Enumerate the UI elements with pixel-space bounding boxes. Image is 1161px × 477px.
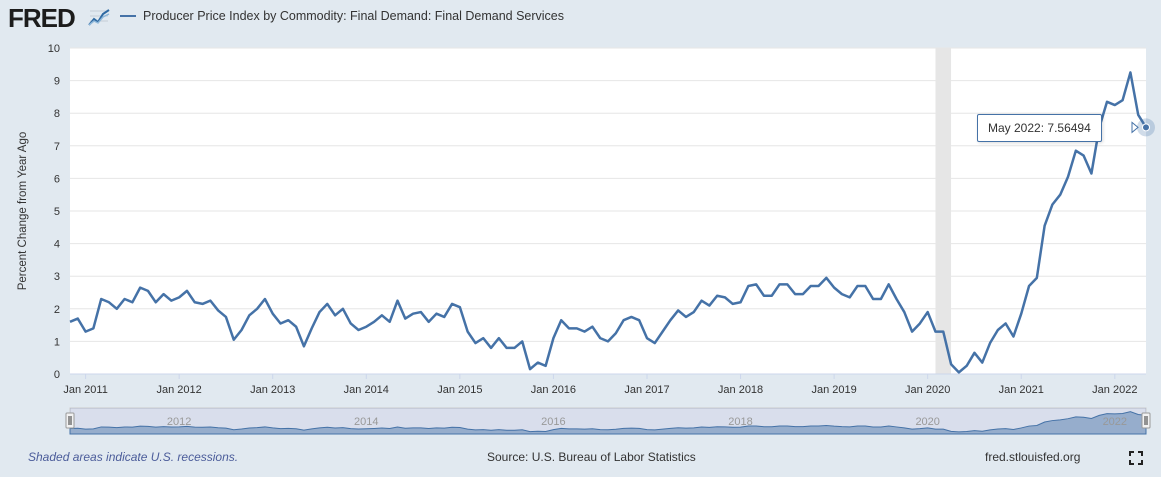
y-tick-label: 8	[54, 108, 60, 120]
chart-area[interactable]: 0 1 2 3 4 5 6 7 8 9 10 Percent Change from Year Ago…	[0, 36, 1161, 441]
y-tick-label: 2	[54, 304, 60, 316]
tooltip-date: May 2022:	[988, 121, 1045, 135]
y-tick-label: 10	[48, 43, 60, 55]
y-tick-label: 7	[54, 141, 60, 153]
x-tick-label: Jan 2013	[250, 384, 295, 396]
fred-logo-graph-icon	[88, 7, 110, 27]
line-chart[interactable]: 0 1 2 3 4 5 6 7 8 9 10 Percent Change from Year Ago…	[0, 36, 1161, 441]
y-tick-label: 3	[54, 271, 60, 283]
source-label[interactable]: Source: U.S. Bureau of Labor Statistics	[487, 450, 696, 464]
x-tick-label: Jan 2020	[905, 384, 950, 396]
y-tick-label: 0	[54, 369, 60, 381]
navigator-label: 2022	[1103, 416, 1127, 428]
y-tick-label: 4	[54, 239, 60, 251]
y-tick-label: 9	[54, 76, 60, 88]
data-tooltip: May 2022: 7.56494	[977, 114, 1102, 142]
x-tick-label: Jan 2016	[531, 384, 576, 396]
navigator-label: 2020	[915, 416, 939, 428]
tooltip-pointer	[1131, 121, 1139, 134]
x-tick-label: Jan 2014	[344, 384, 389, 396]
y-tick-label: 1	[54, 336, 60, 348]
navigator-left-handle[interactable]	[65, 412, 75, 429]
navigator-label: 2016	[541, 416, 565, 428]
x-tick-label: Jan 2012	[157, 384, 202, 396]
x-tick-label: Jan 2022	[1092, 384, 1137, 396]
x-tick-label: Jan 2018	[718, 384, 763, 396]
fullscreen-icon[interactable]	[1129, 451, 1143, 465]
tooltip-value: 7.56494	[1047, 121, 1091, 135]
navigator-series	[69, 411, 1147, 435]
series-line[interactable]	[69, 71, 1148, 374]
x-tick-label: Jan 2019	[811, 384, 856, 396]
navigator-label: 2018	[728, 416, 752, 428]
chart-legend[interactable]: Producer Price Index by Commodity: Final…	[120, 9, 564, 23]
legend-swatch	[120, 15, 136, 17]
legend-series-title: Producer Price Index by Commodity: Final…	[143, 9, 565, 23]
recession-note: Shaded areas indicate U.S. recessions.	[28, 450, 239, 464]
x-tick-label: Jan 2015	[437, 384, 482, 396]
x-tick-label: Jan 2011	[63, 384, 107, 396]
fred-logo[interactable]: FRED	[8, 3, 76, 33]
navigator-label: 2012	[167, 416, 191, 428]
x-tick-label: Jan 2017	[624, 384, 669, 396]
chart-header: FRED Producer Price Index by Commodity: …	[0, 0, 1161, 36]
x-tick-label: Jan 2021	[999, 384, 1044, 396]
hover-point[interactable]	[1142, 123, 1150, 132]
site-link[interactable]: fred.stlouisfed.org	[985, 450, 1081, 464]
y-tick-label: 6	[54, 173, 60, 185]
y-axis-label: Percent Change from Year Ago	[17, 132, 29, 291]
navigator-right-handle[interactable]	[1141, 412, 1151, 429]
navigator-label: 2014	[354, 416, 378, 428]
y-tick-label: 5	[54, 206, 60, 218]
